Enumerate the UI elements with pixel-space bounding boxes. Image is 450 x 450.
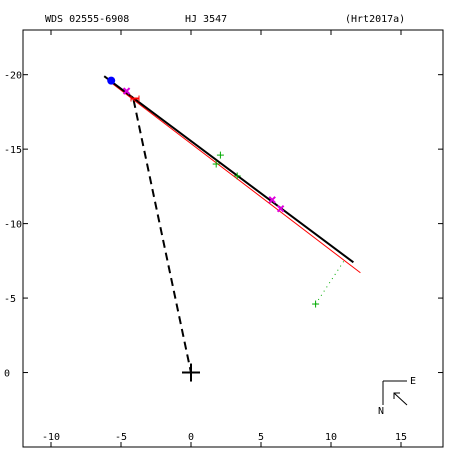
compass: E N [378,376,416,417]
discoverer-label: HJ 3547 [185,14,227,25]
magenta-measure-b [122,87,131,95]
magenta-measure [276,205,285,213]
plot-marks [103,75,361,382]
y-tick-label: 0 [4,369,10,380]
red-measure [130,95,140,102]
residual-dotted-line [315,259,346,305]
x-tick-label: 5 [258,432,264,443]
magenta-measure [268,196,276,204]
x-tick-label: 0 [188,432,194,443]
wds-id-label: WDS 02555-6908 [45,14,129,25]
magenta-measure-b [276,205,285,213]
node-dashed-line [132,99,192,373]
motion-arrow-icon [393,392,408,406]
green-measure [312,300,320,308]
compass-east-label: E [410,376,416,387]
x-tick-label: 15 [395,432,407,443]
y-tick-label: -5 [4,294,16,305]
green-measure [233,172,241,180]
green-measure [216,151,224,159]
magenta-measure [122,87,131,95]
green-measure [212,160,220,168]
orbit-line-black [103,75,354,264]
blue-point [107,76,116,85]
x-tick-label: 10 [325,432,337,443]
y-tick-label: -10 [4,220,22,231]
x-tick-label: -10 [42,432,60,443]
y-tick-label: -15 [4,145,22,156]
axes-frame: -10 -5 0 5 10 15 -20 -15 -10 -5 0 [4,29,444,448]
orbit-line-red [108,80,361,274]
reference-label: (Hrt2017a) [345,14,405,25]
x-tick-label: -5 [115,432,127,443]
y-tick-label: -20 [4,71,22,82]
primary-star [182,363,200,382]
plot-frame [22,29,444,448]
magenta-measure-b [268,196,276,204]
compass-north-label: N [378,406,384,417]
